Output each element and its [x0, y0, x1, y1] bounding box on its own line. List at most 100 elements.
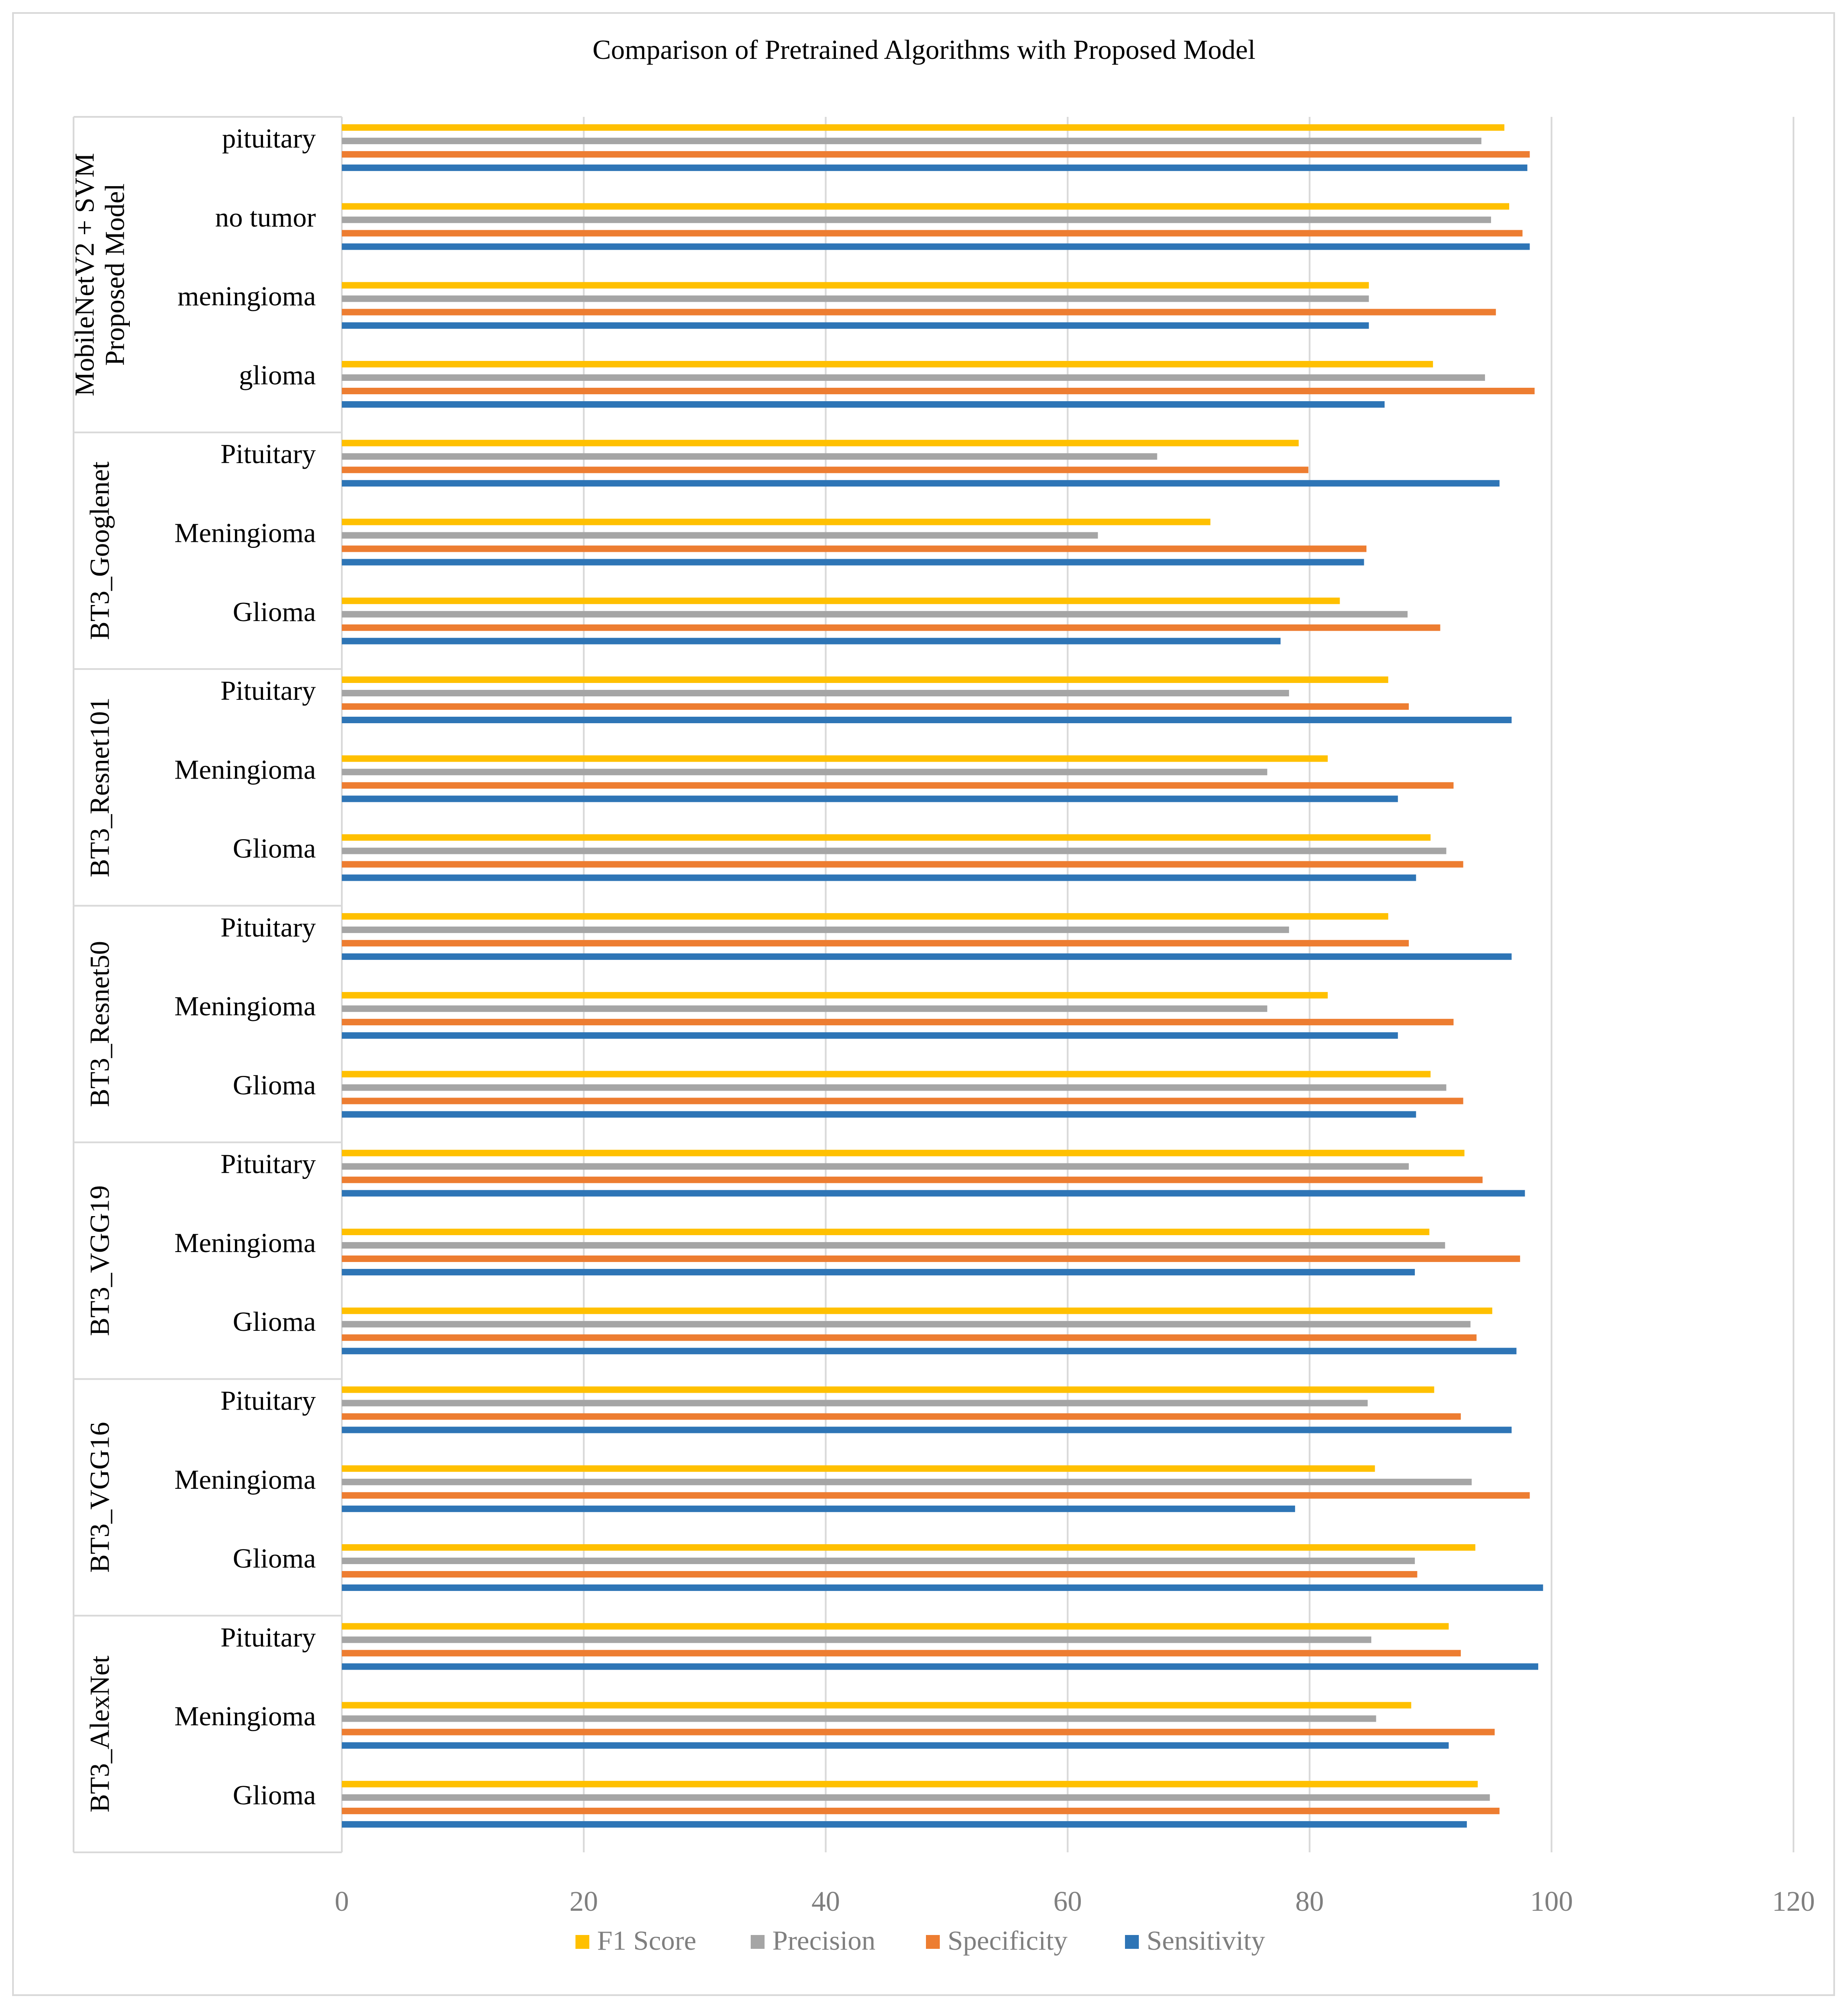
bar-f1-score — [342, 676, 1388, 683]
category-label: Meningioma — [174, 754, 316, 785]
bar-f1-score — [342, 755, 1328, 762]
chart-title: Comparison of Pretrained Algorithms with… — [592, 34, 1256, 65]
x-tick-label: 20 — [569, 1886, 598, 1917]
bar-specificity — [342, 1413, 1461, 1420]
bar-f1-score — [342, 1465, 1375, 1472]
bar-f1-score — [342, 1071, 1431, 1078]
legend-swatch — [751, 1935, 765, 1949]
x-tick-label: 120 — [1772, 1886, 1815, 1917]
category-label: Meningioma — [174, 1464, 316, 1495]
bar-sensitivity — [342, 401, 1385, 408]
bar-f1-score — [342, 1623, 1449, 1630]
category-label: Meningioma — [174, 1701, 316, 1732]
bar-precision — [342, 1794, 1490, 1801]
bar-specificity — [342, 782, 1454, 789]
legend-label: F1 Score — [597, 1925, 696, 1956]
bar-sensitivity — [342, 480, 1500, 487]
bar-sensitivity — [342, 1426, 1512, 1433]
bar-precision — [342, 374, 1485, 381]
chart-frame — [12, 12, 1835, 1996]
bar-specificity — [342, 703, 1409, 710]
category-label: meningioma — [177, 281, 316, 312]
bar-specificity — [342, 1255, 1520, 1262]
bar-f1-score — [342, 518, 1211, 525]
bar-specificity — [342, 1492, 1530, 1499]
legend-swatch — [1125, 1935, 1139, 1949]
bar-sensitivity — [342, 243, 1530, 250]
bar-precision — [342, 1715, 1376, 1722]
bar-precision — [342, 847, 1446, 854]
bar-precision — [342, 216, 1491, 223]
bar-precision — [342, 1636, 1372, 1643]
bar-sensitivity — [342, 559, 1364, 566]
bar-precision — [342, 1242, 1445, 1249]
category-label: Meningioma — [174, 518, 316, 548]
bar-f1-score — [342, 361, 1433, 367]
category-label: Pituitary — [221, 438, 316, 469]
bar-f1-score — [342, 282, 1369, 289]
category-label: no tumor — [215, 202, 316, 232]
x-tick-label: 0 — [335, 1886, 349, 1917]
category-label: Glioma — [233, 833, 316, 864]
bar-specificity — [342, 1098, 1463, 1104]
bar-f1-score — [342, 913, 1388, 920]
bar-precision — [342, 138, 1482, 145]
x-tick-label: 40 — [811, 1886, 840, 1917]
legend-label: Precision — [772, 1925, 875, 1956]
category-label: Pituitary — [221, 912, 316, 943]
bar-f1-score — [342, 1780, 1478, 1787]
category-label: Glioma — [233, 1306, 316, 1337]
legend-label: Specificity — [948, 1925, 1067, 1956]
bar-specificity — [342, 624, 1440, 631]
bar-sensitivity — [342, 1821, 1467, 1828]
bar-precision — [342, 295, 1369, 302]
legend-swatch — [926, 1935, 940, 1949]
bar-f1-score — [342, 440, 1299, 447]
category-label: Pituitary — [221, 1385, 316, 1416]
bar-precision — [342, 1558, 1415, 1565]
category-label: Glioma — [233, 1780, 316, 1810]
bar-specificity — [342, 309, 1496, 316]
group-label: BT3_Resnet50 — [84, 941, 115, 1107]
bar-sensitivity — [342, 1348, 1517, 1355]
bar-specificity — [342, 1571, 1417, 1578]
bar-specificity — [342, 1729, 1495, 1735]
group-label: MobileNetV2 + SVM — [69, 153, 100, 396]
x-tick-label: 60 — [1054, 1886, 1082, 1917]
bar-sensitivity — [342, 1584, 1543, 1591]
bar-f1-score — [342, 1307, 1492, 1314]
category-label: Glioma — [233, 596, 316, 627]
category-label: Meningioma — [174, 1227, 316, 1258]
bar-specificity — [342, 151, 1530, 158]
bar-specificity — [342, 861, 1463, 868]
bar-f1-score — [342, 1228, 1430, 1235]
bar-specificity — [342, 545, 1367, 552]
legend-label: Sensitivity — [1147, 1925, 1265, 1956]
bar-precision — [342, 1163, 1409, 1170]
bar-sensitivity — [342, 795, 1398, 802]
category-label: Pituitary — [221, 1149, 316, 1179]
bar-f1-score — [342, 1544, 1475, 1551]
bar-precision — [342, 1400, 1368, 1407]
bar-precision — [342, 769, 1267, 776]
bar-specificity — [342, 1019, 1454, 1026]
category-label: Pituitary — [221, 675, 316, 706]
bar-sensitivity — [342, 1742, 1449, 1749]
group-label: BT3_VGG19 — [84, 1185, 115, 1336]
group-label: BT3_AlexNet — [84, 1655, 115, 1813]
x-tick-label: 100 — [1530, 1886, 1573, 1917]
bar-specificity — [342, 1334, 1477, 1341]
category-label: Pituitary — [221, 1622, 316, 1652]
bar-f1-score — [342, 124, 1504, 131]
bar-specificity — [342, 467, 1308, 473]
bar-precision — [342, 1321, 1471, 1328]
bar-sensitivity — [342, 1190, 1525, 1197]
bar-sensitivity — [342, 1505, 1295, 1512]
x-tick-label: 80 — [1295, 1886, 1324, 1917]
bar-f1-score — [342, 1386, 1434, 1393]
bar-specificity — [342, 230, 1523, 237]
bar-f1-score — [342, 1702, 1411, 1709]
bar-sensitivity — [342, 1663, 1539, 1670]
